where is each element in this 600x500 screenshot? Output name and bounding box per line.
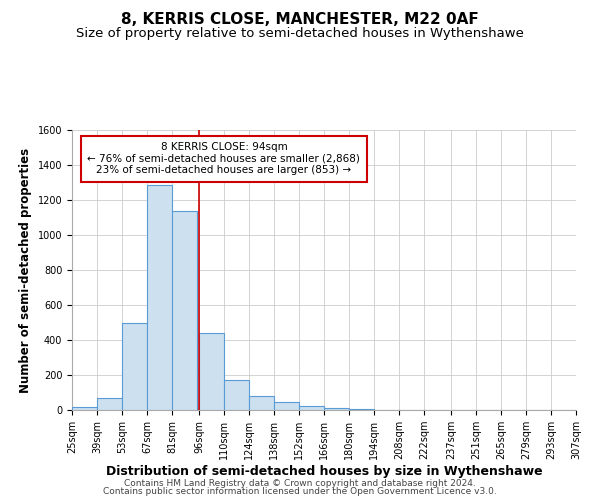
Bar [274,402,299,410]
Bar [72,408,97,410]
Bar [249,396,274,410]
Bar [224,380,249,410]
X-axis label: Distribution of semi-detached houses by size in Wythenshawe: Distribution of semi-detached houses by … [106,465,542,478]
Bar [299,406,324,410]
Text: 8, KERRIS CLOSE, MANCHESTER, M22 0AF: 8, KERRIS CLOSE, MANCHESTER, M22 0AF [121,12,479,28]
Bar [122,322,147,410]
Bar [324,408,349,410]
Bar [349,409,374,410]
Bar [147,185,172,410]
Y-axis label: Number of semi-detached properties: Number of semi-detached properties [19,148,32,392]
Text: Contains public sector information licensed under the Open Government Licence v3: Contains public sector information licen… [103,487,497,496]
Text: Contains HM Land Registry data © Crown copyright and database right 2024.: Contains HM Land Registry data © Crown c… [124,478,476,488]
Bar [199,333,224,410]
Text: 8 KERRIS CLOSE: 94sqm
← 76% of semi-detached houses are smaller (2,868)
23% of s: 8 KERRIS CLOSE: 94sqm ← 76% of semi-deta… [88,142,361,176]
Bar [172,212,197,410]
Text: Size of property relative to semi-detached houses in Wythenshawe: Size of property relative to semi-detach… [76,28,524,40]
Bar [97,398,122,410]
